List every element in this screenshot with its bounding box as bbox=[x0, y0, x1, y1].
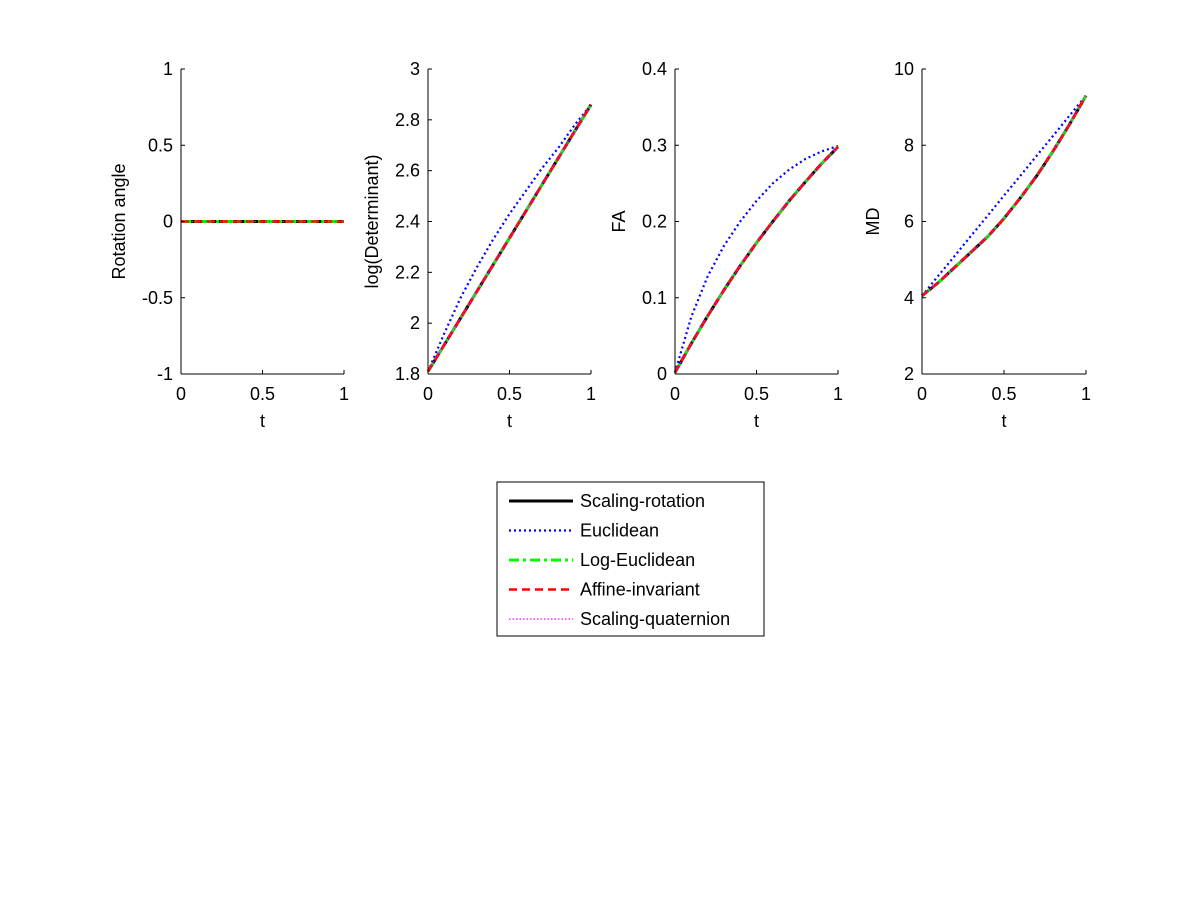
y-tick-label: 2.4 bbox=[395, 212, 420, 232]
x-tick-label: 0.5 bbox=[250, 384, 275, 404]
x-tick-label: 1 bbox=[833, 384, 843, 404]
y-tick-label: 6 bbox=[904, 212, 914, 232]
x-tick-label: 0 bbox=[176, 384, 186, 404]
x-tick-label: 0 bbox=[917, 384, 927, 404]
y-tick-label: -1 bbox=[157, 364, 173, 384]
y-axis-label: log(Determinant) bbox=[362, 154, 382, 288]
legend-label: Scaling-quaternion bbox=[580, 609, 730, 629]
series-group bbox=[426, 103, 593, 373]
series-line-scaling-rotation bbox=[673, 145, 840, 374]
series-line-scaling-rotation bbox=[921, 94, 1088, 298]
legend-label: Affine-invariant bbox=[580, 580, 700, 600]
x-tick-label: 0.5 bbox=[991, 384, 1016, 404]
y-tick-label: 0 bbox=[657, 364, 667, 384]
legend-label: Log-Euclidean bbox=[580, 550, 695, 570]
x-axis-label: t bbox=[754, 411, 759, 431]
x-axis-label: t bbox=[507, 411, 512, 431]
chart-panel-2: 1.8 2 2.2 2.4 2.6 2.8 3 0 0.5 1 t log(Determinant) bbox=[362, 59, 596, 431]
x-tick-label: 0 bbox=[423, 384, 433, 404]
y-tick-label: 0.2 bbox=[642, 212, 667, 232]
y-tick-label: 4 bbox=[904, 288, 914, 308]
series-group bbox=[673, 144, 840, 374]
y-tick-label: 0.3 bbox=[642, 135, 667, 155]
y-tick-label: 2 bbox=[410, 313, 420, 333]
y-tick-label: 10 bbox=[894, 59, 914, 79]
legend-entry: Affine-invariant bbox=[509, 580, 700, 600]
x-tick-label: 0.5 bbox=[497, 384, 522, 404]
y-tick-label: 0.4 bbox=[642, 59, 667, 79]
legend-label: Scaling-rotation bbox=[580, 491, 705, 511]
series-line-log-euclidean bbox=[673, 145, 840, 374]
y-tick-label: 2.2 bbox=[395, 262, 420, 282]
y-axis-label: MD bbox=[863, 208, 883, 236]
y-tick-label: 2 bbox=[904, 364, 914, 384]
series-line-affine-invariant bbox=[673, 145, 839, 374]
y-tick-label: 0.1 bbox=[642, 288, 667, 308]
y-tick-label: 0 bbox=[163, 212, 173, 232]
x-axis-label: t bbox=[260, 411, 265, 431]
series-line-euclidean bbox=[921, 94, 1087, 297]
chart-panel-3: 0 0.1 0.2 0.3 0.4 0 0.5 1 t FA bbox=[609, 59, 843, 431]
x-tick-label: 1 bbox=[1081, 384, 1091, 404]
legend: Scaling-rotation Euclidean Log-Euclidean Af… bbox=[496, 481, 765, 637]
legend-entry: Euclidean bbox=[509, 521, 659, 541]
legend-entry: Scaling-quaternion bbox=[509, 609, 730, 629]
series-line-scaling-quaternion bbox=[921, 95, 1087, 297]
y-tick-label: 8 bbox=[904, 135, 914, 155]
y-tick-label: 1 bbox=[163, 59, 173, 79]
y-tick-label: 3 bbox=[410, 59, 420, 79]
y-tick-label: 1.8 bbox=[395, 364, 420, 384]
y-tick-label: 2.6 bbox=[395, 161, 420, 181]
legend-label: Euclidean bbox=[580, 521, 659, 541]
legend-box bbox=[496, 481, 765, 637]
chart-panel-1: -1 -0.5 0 0.5 1 0 0.5 1 t Rotation angle bbox=[109, 59, 349, 431]
series-line-affine-invariant bbox=[921, 95, 1088, 297]
series-line-scaling-quaternion bbox=[674, 146, 839, 373]
series-line-log-euclidean bbox=[921, 94, 1088, 298]
legend-entry: Scaling-rotation bbox=[509, 491, 705, 511]
y-tick-label: 0.5 bbox=[148, 135, 173, 155]
series-line-euclidean bbox=[673, 144, 839, 373]
series-group bbox=[921, 94, 1088, 298]
y-axis-label: Rotation angle bbox=[109, 163, 129, 279]
x-tick-label: 0.5 bbox=[744, 384, 769, 404]
x-axis-label: t bbox=[1001, 411, 1006, 431]
y-axis-label: FA bbox=[609, 210, 629, 232]
x-tick-label: 1 bbox=[339, 384, 349, 404]
x-tick-label: 0 bbox=[670, 384, 680, 404]
chart-panel-4: 2 4 6 8 10 0 0.5 1 t MD bbox=[863, 59, 1091, 431]
series-line-affine-invariant bbox=[426, 103, 593, 373]
legend-entry: Log-Euclidean bbox=[509, 550, 695, 570]
y-tick-label: 2.8 bbox=[395, 110, 420, 130]
y-tick-label: -0.5 bbox=[142, 288, 173, 308]
x-tick-label: 1 bbox=[586, 384, 596, 404]
